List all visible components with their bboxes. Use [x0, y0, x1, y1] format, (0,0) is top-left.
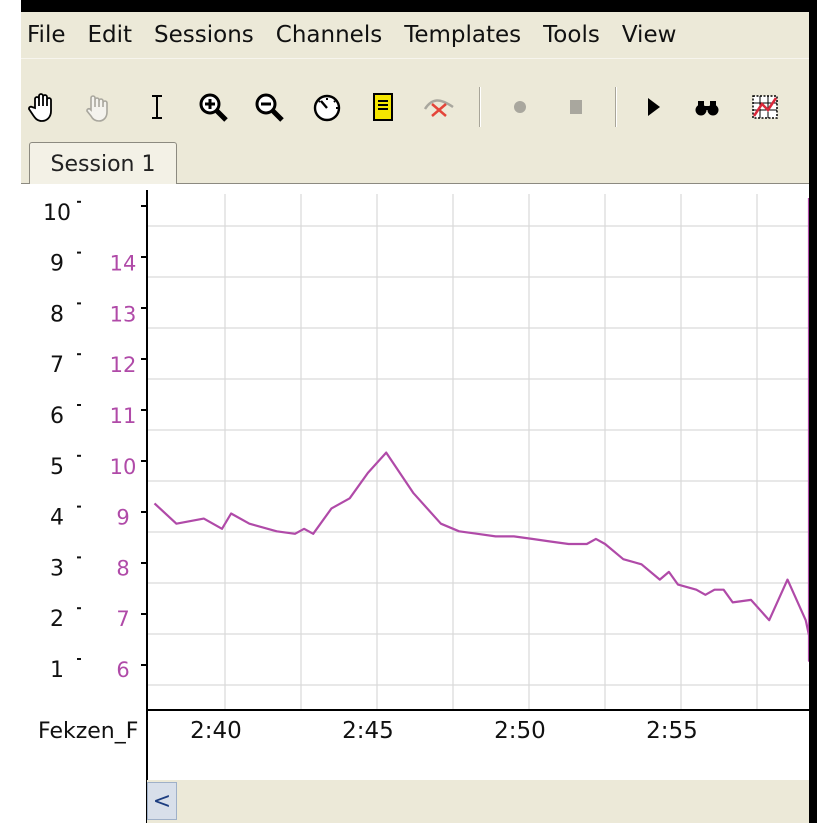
chart-panel[interactable]: 10 9 8 7 6 5 4 3 2 1 14 13 12 11 10 9 8 7 6 2:40 2:45 2:50 2:…: [21, 184, 809, 823]
hand-select-icon[interactable]: [79, 89, 115, 125]
channel-label: Fekzen_F: [38, 719, 138, 744]
hand-pan-icon[interactable]: [25, 89, 61, 125]
application-window: File Edit Sessions Channels Templates To…: [21, 12, 809, 823]
x-tick-label: 2:40: [190, 718, 242, 744]
signal-curve-icon[interactable]: [421, 89, 457, 125]
series-line: [153, 198, 809, 662]
toolbar-separator: [479, 87, 481, 127]
session-tab-strip: Session 1: [21, 132, 809, 185]
scroll-left-button[interactable]: <: [147, 782, 177, 820]
stop-icon[interactable]: [558, 89, 594, 125]
y2-tick-label: 14: [110, 252, 137, 276]
toolbar-separator: [615, 87, 617, 127]
y2-tick-label: 13: [110, 302, 137, 326]
y1-tick-label: 8: [50, 302, 64, 327]
y2-tick-label: 6: [116, 658, 129, 682]
menu-file[interactable]: File: [27, 22, 66, 48]
y1-tick-label: 7: [50, 353, 64, 378]
y1-tick-label: 2: [50, 607, 64, 632]
toolbar: [21, 58, 809, 146]
y2-tick-label: 8: [116, 556, 129, 580]
left-margin: [0, 0, 21, 823]
label-clip: [148, 714, 150, 744]
menu-edit[interactable]: Edit: [87, 22, 133, 48]
y1-tick-label: 3: [50, 556, 64, 581]
menu-sessions[interactable]: Sessions: [154, 22, 254, 48]
y2-tick-label: 11: [110, 404, 137, 428]
y-axes: 10 9 8 7 6 5 4 3 2 1 14 13 12 11 10 9 8 7 6: [43, 190, 148, 823]
y2-tick-label: 9: [116, 506, 129, 530]
play-icon[interactable]: [635, 89, 671, 125]
y1-tick-label: 10: [43, 201, 71, 226]
y1-tick-label: 4: [50, 506, 64, 531]
y1-tick-label: 6: [50, 404, 64, 429]
series-layer: [153, 198, 809, 662]
menu-view[interactable]: View: [621, 22, 677, 48]
tab-session-1[interactable]: Session 1: [29, 142, 177, 185]
menu-templates[interactable]: Templates: [404, 22, 522, 48]
stopwatch-icon[interactable]: [309, 89, 345, 125]
grid-chart-icon[interactable]: [747, 89, 783, 125]
record-icon[interactable]: [502, 89, 538, 125]
y2-tick-label: 10: [110, 455, 137, 479]
menu-channels[interactable]: Channels: [275, 22, 383, 48]
zoom-in-icon[interactable]: [195, 89, 231, 125]
y1-tick-label: 9: [50, 252, 64, 277]
chart-gridlines: [147, 194, 809, 710]
x-axis: 2:40 2:45 2:50 2:55 Fekzen_F: [38, 709, 809, 744]
text-cursor-icon[interactable]: [139, 89, 175, 125]
binoculars-icon[interactable]: [689, 89, 725, 125]
x-tick-label: 2:50: [494, 718, 546, 744]
y2-tick-label: 12: [110, 353, 137, 377]
x-tick-label: 2:55: [646, 718, 698, 744]
menu-tools[interactable]: Tools: [543, 22, 600, 48]
notepad-icon[interactable]: [365, 89, 401, 125]
x-tick-label: 2:45: [342, 718, 394, 744]
menu-bar: File Edit Sessions Channels Templates To…: [21, 12, 809, 58]
horizontal-scrollbar[interactable]: <: [147, 780, 809, 823]
y1-tick-label: 1: [50, 658, 64, 683]
y1-tick-label: 5: [50, 455, 64, 480]
y2-tick-label: 7: [116, 607, 129, 631]
zoom-out-icon[interactable]: [251, 89, 287, 125]
